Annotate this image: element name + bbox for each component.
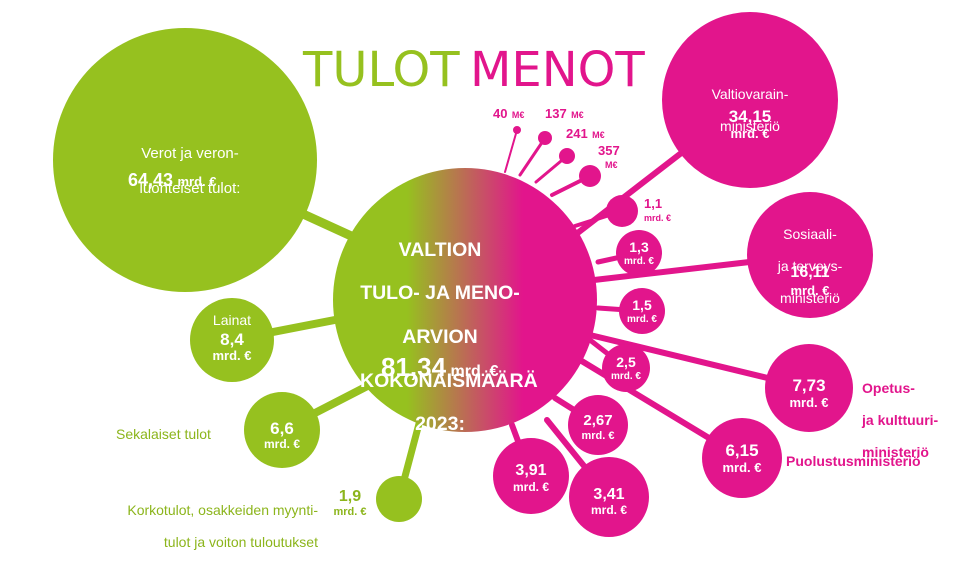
e241-unit: M€ — [592, 130, 605, 140]
bubble-diagram-svg — [53, 12, 873, 537]
verot-label: Verot ja veron- luonteiset tulot: — [105, 128, 275, 214]
center-total-unit: mrd. € — [450, 363, 499, 380]
center-total-bubble — [333, 168, 597, 432]
korkotulot-value: 1,9 — [338, 488, 362, 505]
e13-bubble — [616, 230, 662, 276]
e267-bubble — [568, 395, 628, 455]
stm-bubble — [747, 192, 873, 318]
e267-unit: mrd. € — [581, 430, 615, 442]
vm-label-line: ministeriö — [720, 118, 780, 135]
sekalaiset-bubble — [244, 392, 320, 468]
e40-bubble — [513, 126, 521, 134]
e11-bubble — [606, 195, 638, 227]
korkotulot-label: Korkotulot, osakkeiden myynti- tulot ja … — [66, 486, 318, 566]
verot-label-line: Verot ja veron- — [141, 145, 239, 163]
bubbles-group — [53, 12, 873, 537]
stm-value: 16,11 — [790, 264, 830, 281]
korkotulot-bubble — [376, 476, 422, 522]
e137-label: 137 M€ — [545, 105, 584, 123]
center-line: TULO- JA MENO- — [360, 282, 520, 305]
stm-label: Sosiaali- ja terveys- ministeriö — [760, 210, 860, 323]
e40-connector — [504, 129, 518, 173]
e267-value: 2,67 — [583, 412, 613, 429]
stm-unit: mrd. € — [790, 283, 830, 298]
center-line: KOKONAISMÄÄRÄ — [360, 369, 538, 392]
center-line: 2023: — [415, 413, 465, 436]
e391-bubble — [493, 438, 569, 514]
e40-value: 40 — [493, 106, 508, 121]
verot-value-unit: mrd. € — [177, 174, 217, 189]
e25-bubble — [602, 344, 650, 392]
center-heading: VALTION TULO- JA MENO- ARVION KOKONAISMÄ… — [360, 218, 538, 458]
center-total-value: 81,34 — [381, 352, 447, 382]
e137-bubble — [538, 131, 552, 145]
e137-connector — [518, 136, 547, 177]
e137-unit: M€ — [571, 110, 584, 120]
e13-value: 1,3 — [629, 239, 649, 255]
e137-value: 137 — [545, 106, 567, 121]
e241-label: 241 M€ — [566, 125, 605, 143]
stm-label-line: ja terveys- — [777, 258, 843, 275]
puolustus-bubble — [702, 418, 782, 498]
e241-value: 241 — [566, 126, 588, 141]
e40-unit: M€ — [511, 110, 525, 120]
puolustus-label: Puolustusministeriö — [786, 453, 921, 469]
e13-unit: mrd. € — [623, 256, 654, 267]
okm-label: Opetus- ja kulttuuri- ministeriö — [862, 364, 938, 477]
e15-value: 1,5 — [632, 297, 652, 313]
sekalaiset-value: 6,6 — [270, 419, 294, 438]
e241-bubble — [559, 148, 575, 164]
lainat-label: Lainat — [212, 312, 252, 328]
okm-unit: mrd. € — [789, 395, 829, 410]
e357-unit: M€ — [605, 160, 618, 170]
e341-bubble — [569, 457, 649, 537]
sekalaiset-unit: mrd. € — [263, 437, 300, 451]
e357-value: 357 — [598, 143, 620, 158]
lainat-value: 8,4 — [220, 330, 244, 349]
okm-label-line: ja kulttuuri- — [862, 412, 939, 429]
vm-bubble — [662, 12, 838, 188]
vm-label-line: Valtiovarain- — [711, 86, 789, 103]
e11-unit: mrd. € — [644, 213, 672, 223]
lainat-unit: mrd. € — [212, 348, 252, 363]
e15-unit: mrd. € — [626, 314, 657, 325]
center-line: VALTION — [398, 238, 482, 261]
vm-value: 34,15 — [728, 107, 772, 126]
verot-bubble — [53, 28, 317, 292]
korkotulot-label-line: Korkotulot, osakkeiden myynti- — [127, 502, 318, 519]
sekalaiset-label: Sekalaiset tulot — [116, 426, 211, 442]
okm-bubble — [765, 344, 853, 432]
center-line: ARVION — [402, 326, 478, 349]
okm-value: 7,73 — [792, 376, 826, 395]
budget-bubble-diagram: TULOT MENOT VALTION TULO- JA MENO- ARVIO… — [53, 12, 938, 550]
verot-value-number: 64,43 — [128, 170, 174, 190]
puolustus-value: 6,15 — [725, 441, 759, 460]
e25-unit: mrd. € — [610, 371, 641, 382]
title-expense: MENOT — [470, 42, 645, 98]
okm-label-line: Opetus- — [862, 380, 915, 397]
e25-value: 2,5 — [616, 354, 636, 370]
e15-bubble — [619, 288, 665, 334]
vm-label: Valtiovarain- ministeriö — [680, 70, 820, 150]
stm-label-line: Sosiaali- — [783, 226, 837, 243]
e391-value: 3,91 — [515, 462, 547, 479]
verot-label-line: luonteiset tulot: — [139, 179, 241, 197]
lainat-bubble — [190, 298, 274, 382]
center-total: 81,34 mrd. € — [381, 352, 499, 383]
e11-value: 1,1 — [644, 196, 663, 211]
e341-unit: mrd. € — [590, 503, 627, 517]
e40-label: 40 M€ — [493, 105, 524, 123]
stm-label-line: ministeriö — [780, 290, 840, 307]
e341-value: 3,41 — [593, 486, 625, 503]
puolustus-unit: mrd. € — [722, 460, 762, 475]
vm-unit: mrd. € — [730, 126, 770, 141]
verot-value: 64,43 mrd. € — [128, 170, 217, 191]
e357-bubble — [579, 165, 601, 187]
korkotulot-unit: mrd. € — [333, 506, 367, 518]
okm-label-line: ministeriö — [862, 444, 929, 461]
title-income: TULOT — [303, 42, 460, 98]
e391-unit: mrd. € — [512, 480, 549, 494]
korkotulot-label-line: tulot ja voiton tuloutukset — [163, 534, 318, 551]
